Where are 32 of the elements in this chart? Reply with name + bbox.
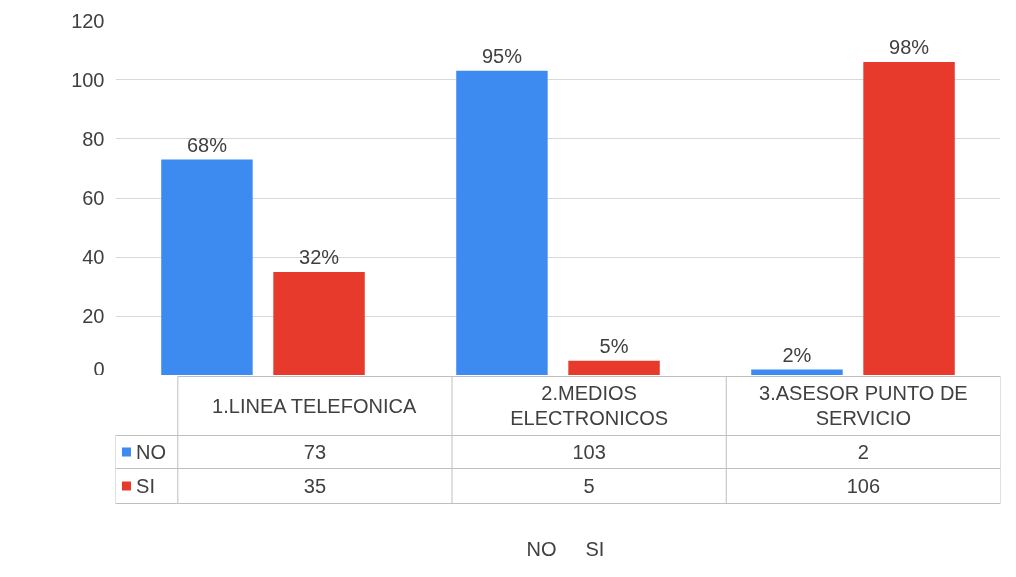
- y-tick-label: 0: [93, 357, 105, 380]
- x-tick-label: 2.MEDIOS ELECTRONICOS: [510, 382, 669, 429]
- data-label: 73: [303, 441, 327, 463]
- annotation: 2%: [782, 343, 812, 366]
- y-tick-label: 100: [71, 68, 105, 91]
- x-tick-label: 3.ASESOR PUNTO DE SERVICIO: [759, 382, 968, 429]
- annotation: 98%: [889, 35, 930, 58]
- bar: [161, 159, 253, 375]
- data-label: 5: [583, 475, 595, 497]
- annotation: 32%: [299, 245, 340, 268]
- text: NO: [526, 538, 557, 560]
- y-tick-label: 40: [82, 246, 105, 269]
- legend-label: SI: [136, 475, 155, 497]
- legend-label: NO: [136, 441, 167, 463]
- bar: [751, 369, 843, 375]
- bar: [456, 70, 548, 375]
- y-tick-label: 60: [82, 187, 105, 209]
- annotation: 68%: [186, 133, 228, 156]
- y-tick-label: 80: [82, 127, 105, 150]
- bar: [273, 271, 365, 375]
- annotation: 95%: [481, 44, 523, 67]
- y-tick-label: 20: [82, 305, 105, 328]
- bar: [568, 360, 660, 375]
- text: SI: [585, 538, 605, 560]
- bar: [863, 61, 955, 375]
- data-label: 35: [303, 475, 327, 497]
- annotation: 5%: [599, 334, 629, 357]
- data-label: 106: [846, 475, 881, 497]
- data-label: 2: [857, 441, 869, 463]
- data-label: 103: [572, 441, 606, 463]
- y-tick-label: 120: [71, 9, 105, 32]
- x-tick-label: 1.LINEA TELEFONICA: [212, 394, 417, 417]
